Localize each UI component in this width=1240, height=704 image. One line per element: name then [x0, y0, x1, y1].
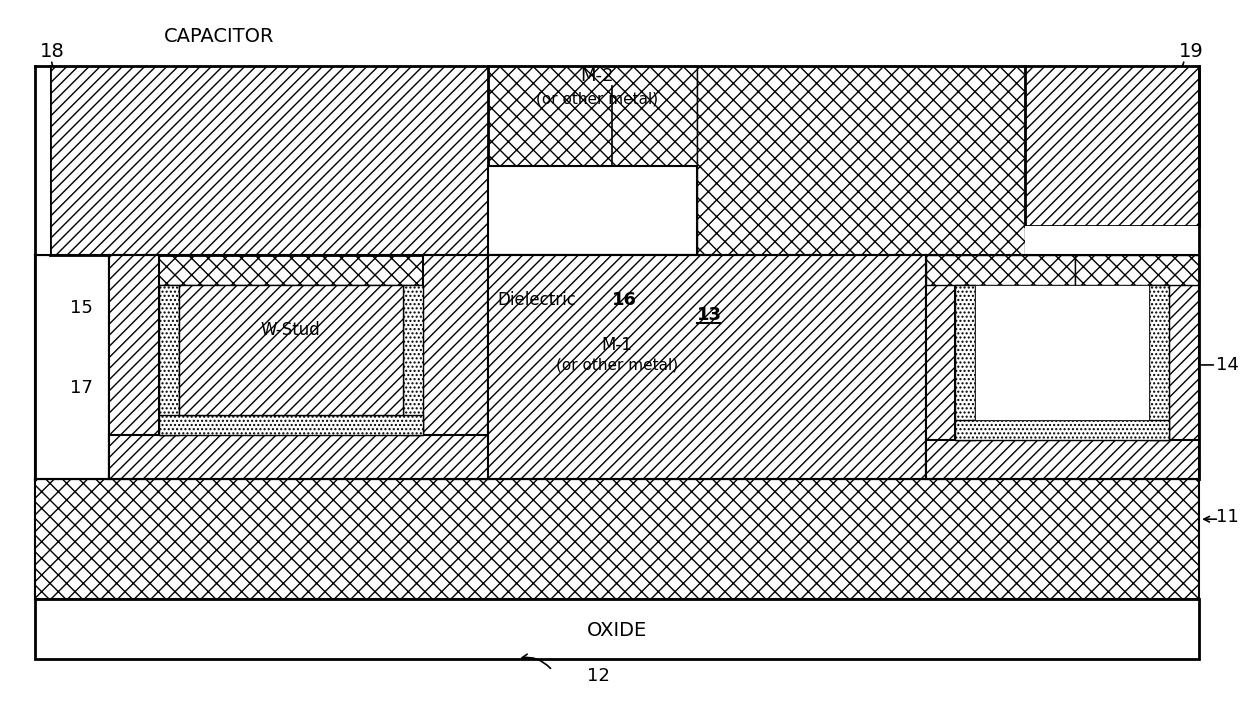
- Text: 19: 19: [1179, 42, 1204, 61]
- Bar: [109, 256, 159, 479]
- Text: (or other metal): (or other metal): [536, 92, 658, 107]
- Bar: [1149, 285, 1169, 439]
- Bar: [925, 256, 956, 479]
- Text: 17: 17: [71, 379, 93, 397]
- Bar: [159, 285, 179, 434]
- Text: M-2: M-2: [580, 68, 614, 85]
- Text: 12: 12: [588, 667, 610, 686]
- Text: M-1: M-1: [601, 336, 632, 354]
- Bar: [1025, 225, 1075, 285]
- Bar: [1169, 285, 1199, 455]
- Bar: [403, 285, 423, 434]
- Bar: [956, 285, 976, 439]
- Bar: [423, 256, 487, 479]
- Bar: [1025, 225, 1199, 256]
- Bar: [925, 256, 1075, 285]
- Text: 13: 13: [697, 306, 722, 324]
- Bar: [1075, 256, 1199, 285]
- Bar: [50, 66, 487, 256]
- Text: 14: 14: [1216, 356, 1239, 374]
- Bar: [35, 66, 50, 256]
- Bar: [697, 66, 1025, 256]
- Bar: [925, 256, 1025, 285]
- Bar: [35, 599, 1199, 658]
- Text: 15: 15: [71, 299, 93, 318]
- Bar: [976, 285, 1149, 420]
- Bar: [956, 420, 1169, 439]
- Bar: [159, 415, 423, 434]
- Text: CAPACITOR: CAPACITOR: [164, 27, 274, 46]
- Bar: [109, 434, 487, 479]
- Bar: [925, 439, 1199, 479]
- Bar: [487, 66, 697, 166]
- Text: (or other metal): (or other metal): [556, 358, 678, 372]
- Bar: [179, 285, 403, 415]
- Text: 16: 16: [613, 291, 637, 309]
- Bar: [35, 256, 1199, 285]
- Text: 11: 11: [1216, 508, 1239, 526]
- Text: OXIDE: OXIDE: [587, 621, 647, 640]
- Text: 18: 18: [40, 42, 64, 61]
- Text: Dielectric: Dielectric: [497, 291, 577, 309]
- Bar: [487, 166, 697, 256]
- Bar: [1025, 66, 1199, 225]
- Bar: [487, 256, 925, 479]
- Text: W-Stud: W-Stud: [260, 321, 320, 339]
- Bar: [35, 256, 109, 479]
- Bar: [35, 479, 1199, 599]
